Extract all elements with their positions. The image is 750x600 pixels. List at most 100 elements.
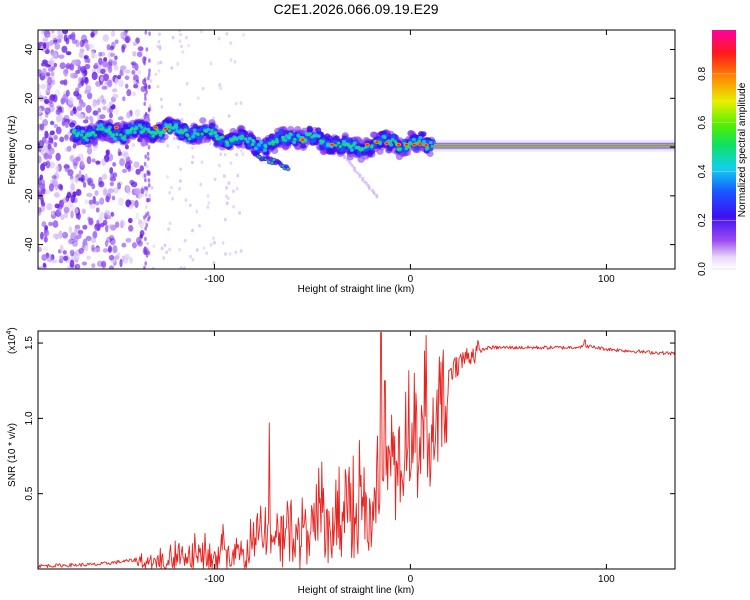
noise-speckle [171, 196, 174, 201]
ridge-blob [204, 130, 208, 134]
noise-speckle [160, 246, 164, 251]
noise-speckle [118, 151, 123, 156]
noise-speckle [48, 221, 54, 227]
noise-speckle [74, 263, 81, 269]
noise-speckle [121, 43, 127, 50]
noise-speckle [219, 86, 223, 91]
ridge-blob [192, 128, 197, 132]
noise-speckle [135, 168, 141, 175]
noise-speckle [78, 170, 82, 179]
noise-speckle [200, 160, 204, 164]
noise-speckle [78, 76, 83, 82]
noise-speckle [69, 72, 76, 78]
snr-y-ticks: 0.5 1.0 1.5 [24, 336, 675, 501]
noise-speckle [180, 44, 183, 49]
noise-speckle [65, 62, 71, 69]
noise-speckle [108, 101, 113, 107]
noise-speckle [38, 266, 44, 269]
ridge-blob [140, 125, 144, 130]
noise-speckle [176, 145, 180, 149]
noise-speckle [122, 152, 129, 160]
noise-speckle [239, 149, 243, 153]
noise-speckle [83, 55, 89, 60]
ridge-blob [229, 141, 234, 146]
noise-speckle [43, 152, 50, 160]
noise-speckle [208, 141, 212, 146]
noise-speckle [121, 45, 125, 53]
noise-speckle [74, 176, 79, 184]
noise-speckle [125, 36, 130, 44]
noise-speckle [42, 30, 48, 35]
noise-speckle [113, 65, 119, 71]
noise-speckle [92, 110, 99, 116]
ridge-blob [267, 141, 272, 145]
noise-speckle [119, 68, 123, 77]
ridge-blob [426, 146, 430, 150]
noise-speckle [70, 210, 74, 219]
colorbar-tick-label: 0.0 [697, 262, 708, 276]
noise-speckle [242, 33, 245, 37]
noise-speckle [223, 152, 227, 157]
noise-speckle [42, 118, 49, 127]
noise-speckle [120, 65, 127, 71]
ridge-blob [80, 133, 84, 137]
noise-speckle [127, 217, 133, 224]
noise-speckle [97, 96, 104, 102]
ridge-blob [259, 140, 264, 144]
noise-speckle [84, 43, 89, 49]
noise-speckle [128, 204, 133, 210]
colorbar-tick-label: 0.4 [697, 164, 708, 178]
noise-speckle [90, 32, 95, 38]
noise-speckle [150, 186, 154, 190]
noise-speckle [105, 104, 111, 111]
noise-speckle [38, 124, 42, 130]
noise-speckle [58, 54, 65, 59]
noise-speckle [75, 39, 80, 48]
noise-speckle [229, 161, 233, 165]
noise-speckle [124, 69, 131, 74]
noise-speckle [44, 130, 49, 139]
noise-speckle [95, 207, 100, 213]
noise-speckle [38, 107, 42, 115]
noise-speckle [77, 113, 84, 119]
noise-speckle [97, 107, 102, 113]
noise-speckle [138, 219, 142, 225]
noise-speckle [91, 50, 95, 59]
noise-speckle [124, 35, 131, 44]
noise-speckle [170, 66, 174, 70]
noise-speckle [83, 69, 88, 76]
noise-speckle [62, 250, 67, 255]
noise-speckle [98, 180, 105, 188]
noise-speckle [227, 181, 231, 185]
ridge-blob [310, 135, 314, 139]
colorbar-gradient [712, 30, 736, 269]
snr-x-tick-label: -100 [204, 574, 224, 585]
noise-speckle [171, 35, 175, 40]
noise-speckle [157, 39, 161, 44]
noise-speckle [127, 164, 132, 173]
ridge-blob [173, 124, 178, 128]
ridge-blob [101, 126, 105, 130]
noise-speckle [145, 89, 148, 95]
noise-speckle [47, 153, 53, 160]
noise-speckle [91, 247, 97, 253]
noise-speckle [106, 108, 112, 114]
noise-speckle [168, 190, 172, 195]
noise-speckle [63, 114, 70, 123]
ridge-blob [344, 136, 350, 142]
ridge-blob [108, 130, 112, 134]
noise-speckle [40, 83, 47, 90]
noise-speckle [79, 39, 85, 48]
noise-speckle [232, 189, 235, 193]
noise-speckle [63, 212, 68, 219]
noise-speckle [143, 161, 147, 167]
noise-speckle [86, 192, 93, 198]
noise-speckle [148, 197, 151, 203]
noise-speckle [122, 255, 129, 264]
noise-speckle [121, 150, 128, 157]
ridge-blob [333, 135, 340, 141]
ridge-blob [336, 141, 341, 145]
ridge-blob [422, 139, 427, 144]
spectrogram-x-tick-label: 0 [408, 274, 414, 285]
noise-speckle [132, 91, 136, 97]
